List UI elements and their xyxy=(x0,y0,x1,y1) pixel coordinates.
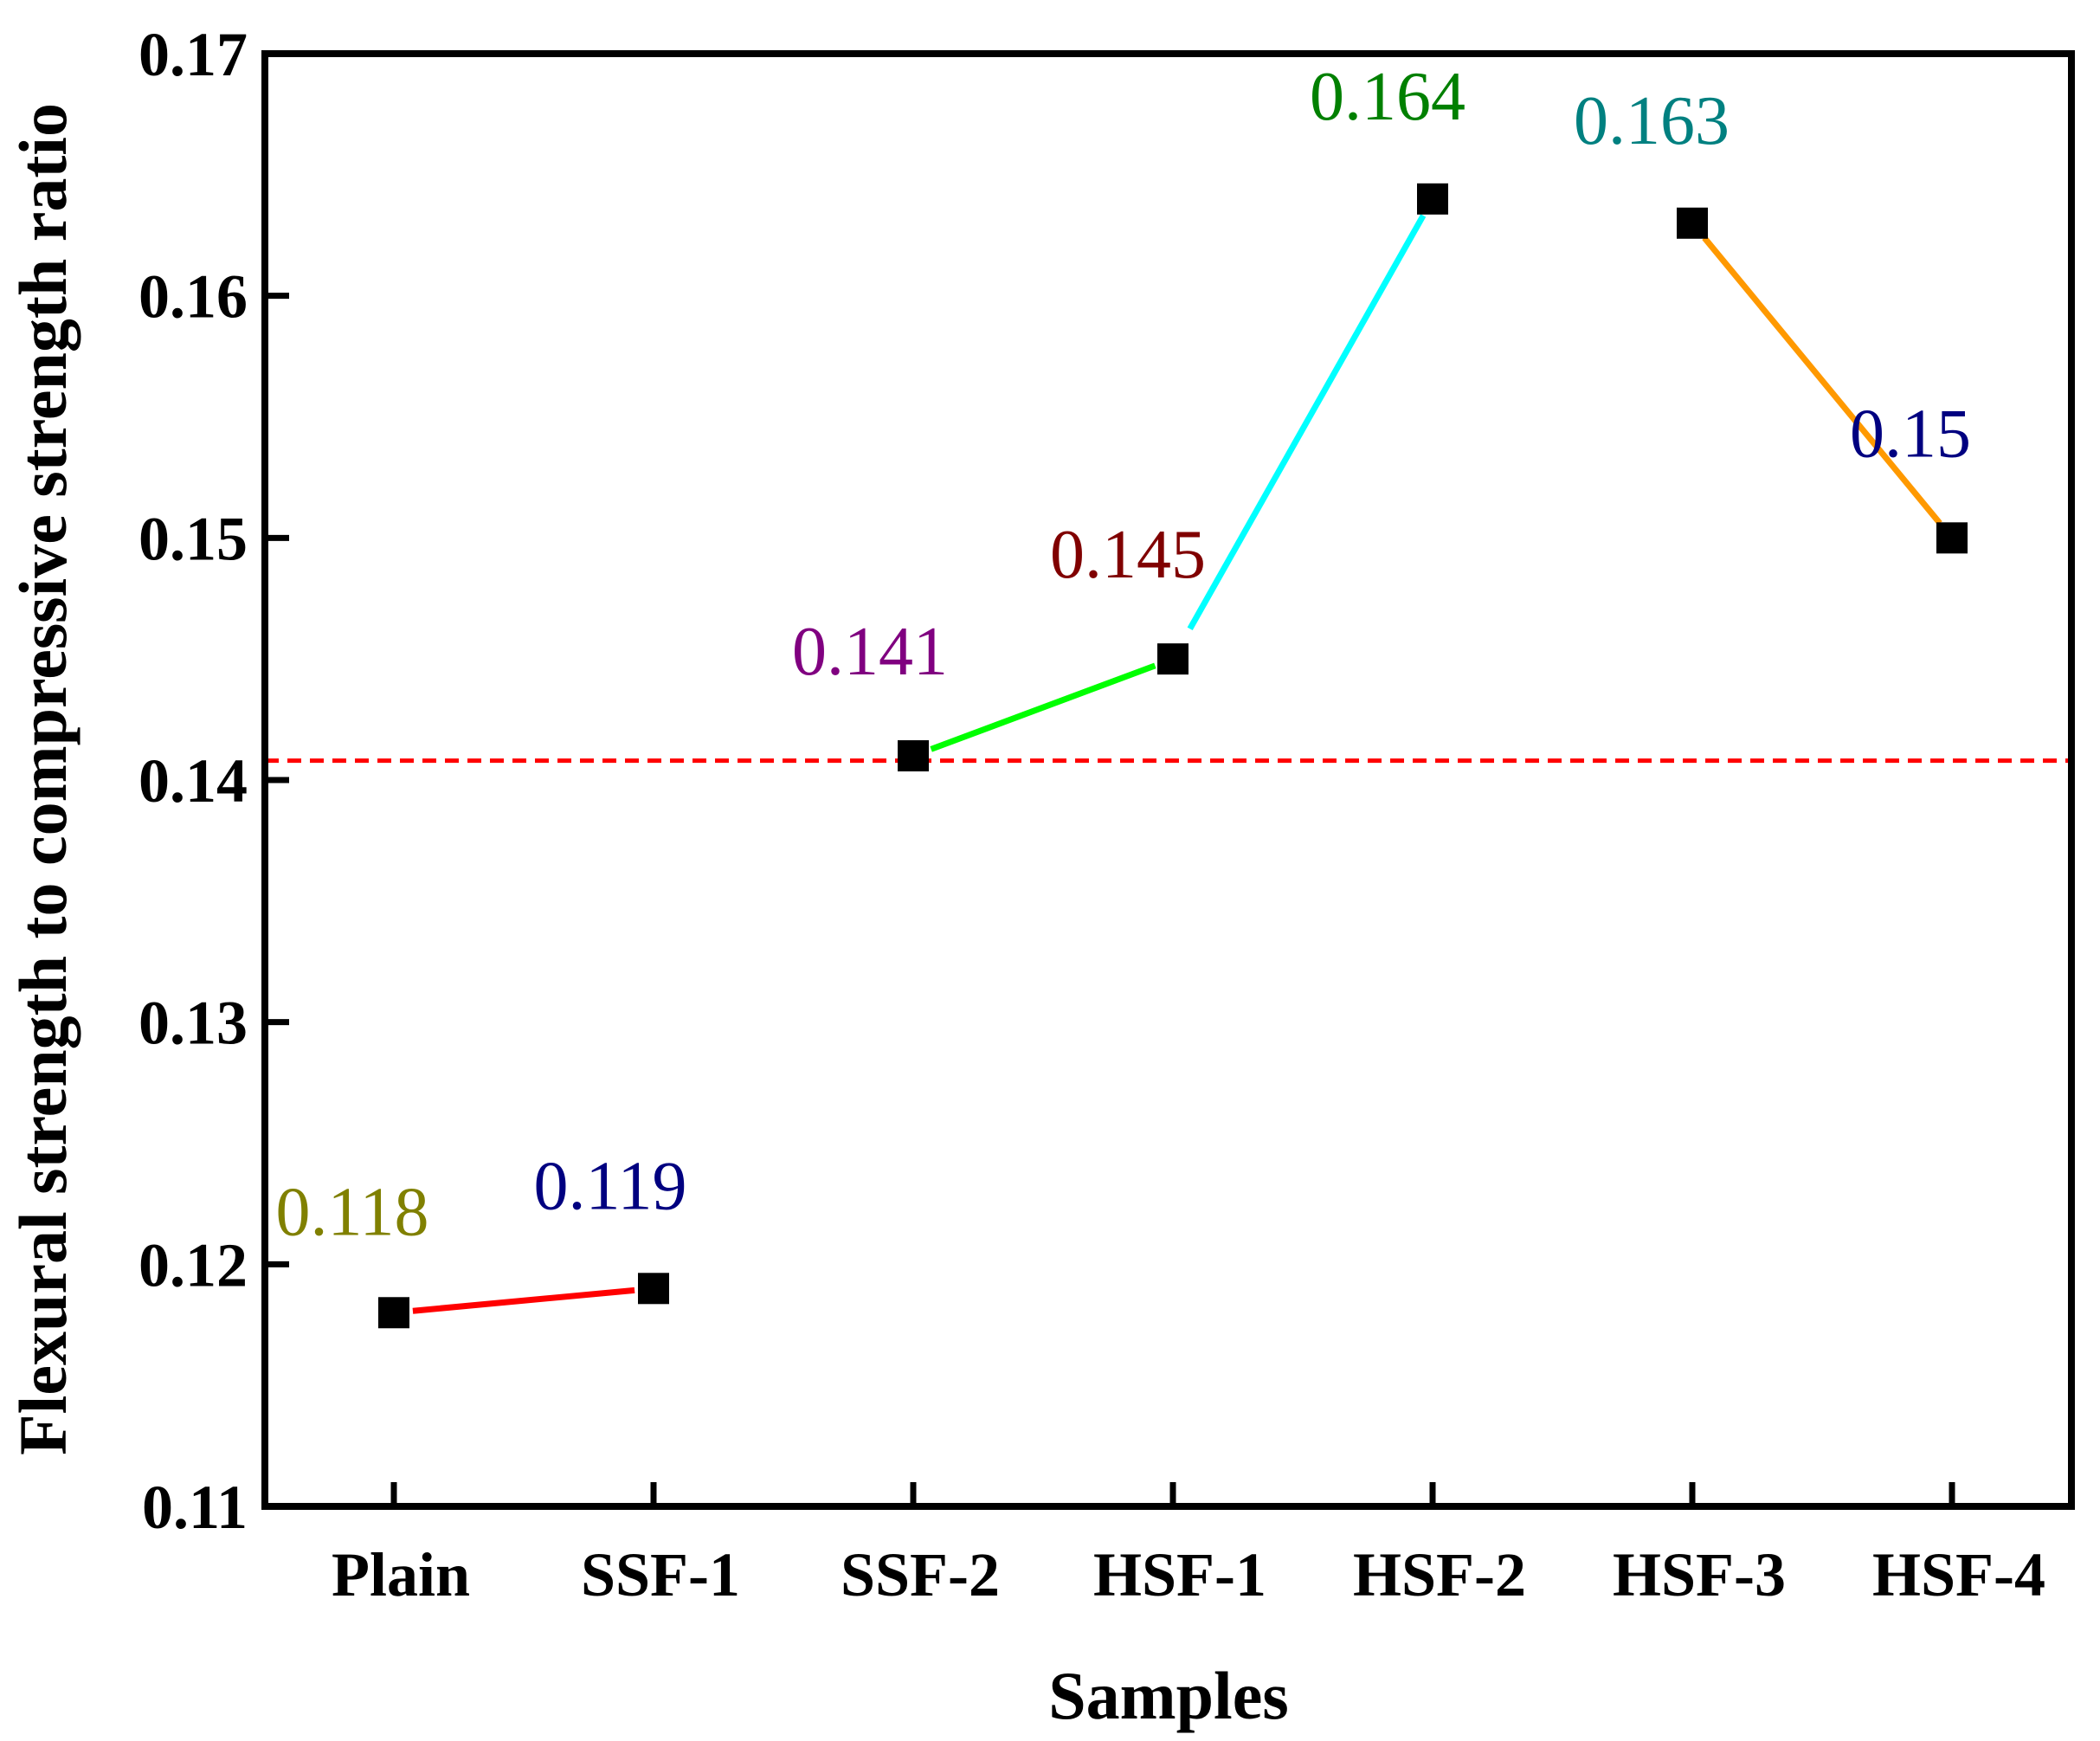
data-label: 0.119 xyxy=(533,1148,686,1224)
x-tick-label: SSF-1 xyxy=(581,1540,740,1609)
y-axis-title: Flexural strength to compressive strengt… xyxy=(5,103,81,1455)
data-label: 0.15 xyxy=(1850,396,1971,472)
plot-frame xyxy=(261,50,2075,1510)
y-tick-label: 0.11 xyxy=(142,1473,248,1542)
x-tick-label: Plain xyxy=(332,1540,470,1609)
series-segment xyxy=(1702,235,1942,526)
data-label: 0.164 xyxy=(1310,59,1465,135)
y-tick-label: 0.12 xyxy=(138,1230,248,1299)
data-label: 0.145 xyxy=(1050,517,1206,593)
data-point xyxy=(378,1297,409,1329)
y-tick-label: 0.17 xyxy=(138,20,248,89)
data-point xyxy=(1677,207,1708,239)
series-segment xyxy=(930,662,1156,752)
x-tick-label: HSF-3 xyxy=(1613,1540,1786,1609)
data-point xyxy=(1936,522,1968,554)
x-axis-title: Samples xyxy=(1048,1658,1288,1733)
data-label: 0.141 xyxy=(792,614,948,690)
y-tick-label: 0.15 xyxy=(138,504,248,573)
data-label: 0.163 xyxy=(1574,83,1730,159)
series-segment xyxy=(1187,214,1427,631)
data-label: 0.118 xyxy=(275,1174,428,1250)
y-tick-label: 0.14 xyxy=(138,746,248,816)
series-segment xyxy=(412,1286,635,1314)
data-point xyxy=(638,1273,669,1305)
data-point xyxy=(1157,643,1188,675)
x-tick-label: HSF-2 xyxy=(1353,1540,1526,1609)
y-tick-label: 0.16 xyxy=(138,262,248,332)
x-tick-label: HSF-4 xyxy=(1872,1540,2045,1609)
data-point xyxy=(898,740,929,772)
x-tick-label: SSF-2 xyxy=(841,1540,1000,1609)
y-tick-label: 0.13 xyxy=(138,989,248,1058)
data-point xyxy=(1417,183,1448,215)
x-tick-label: HSF-1 xyxy=(1093,1540,1266,1609)
